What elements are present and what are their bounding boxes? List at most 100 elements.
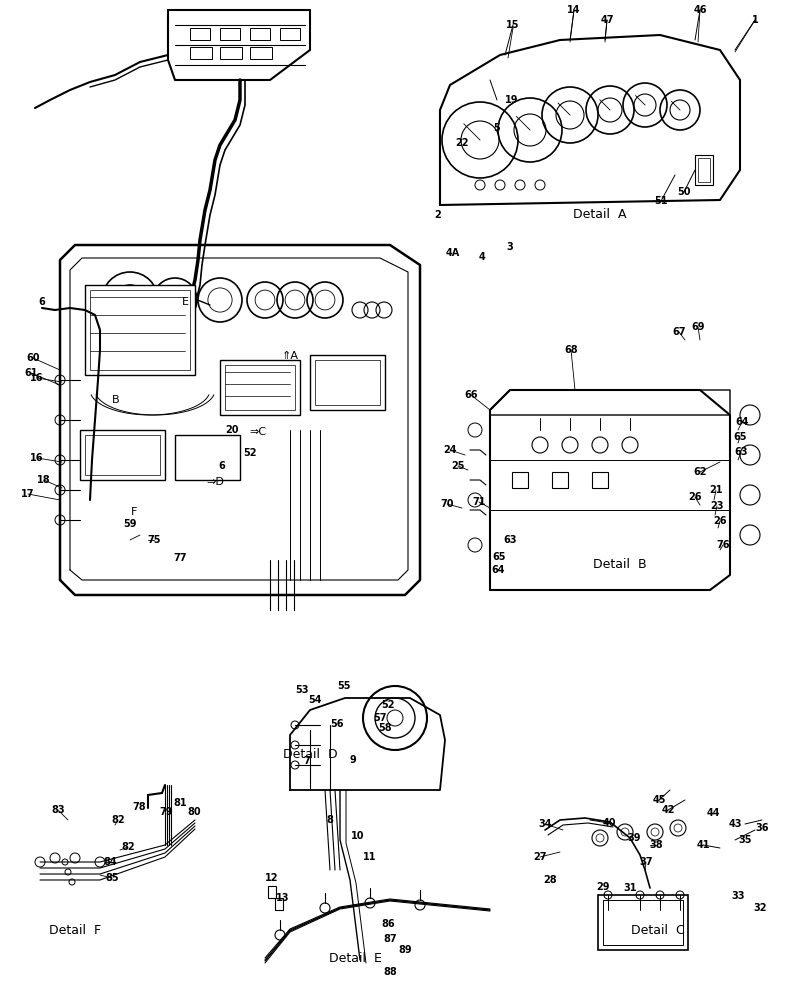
Bar (190, 47, 212, 59)
Text: 39: 39 (627, 833, 641, 843)
Bar (90, 290, 190, 370)
Text: Detail  F: Detail F (49, 924, 101, 936)
Text: 34: 34 (538, 819, 552, 829)
Text: 5: 5 (494, 123, 501, 133)
Text: 71: 71 (472, 497, 486, 507)
Text: 56: 56 (330, 719, 343, 729)
Text: 69: 69 (691, 322, 705, 332)
Text: 27: 27 (533, 852, 547, 862)
Bar (280, 28, 300, 40)
Text: 22: 22 (455, 138, 468, 148)
Bar (175, 435, 240, 480)
Bar (85, 435, 160, 475)
Text: 65: 65 (492, 552, 505, 562)
Text: 33: 33 (731, 891, 745, 901)
Bar (592, 472, 608, 488)
Text: 63: 63 (503, 535, 516, 545)
Text: 55: 55 (337, 681, 351, 691)
Text: Detail  B: Detail B (593, 558, 647, 571)
Text: 19: 19 (505, 95, 519, 105)
Text: 63: 63 (734, 447, 747, 457)
Text: 53: 53 (296, 685, 309, 695)
Text: 52: 52 (381, 700, 395, 710)
Text: Detail  D: Detail D (283, 749, 337, 762)
Text: 26: 26 (689, 492, 702, 502)
Text: 61: 61 (24, 368, 38, 378)
Text: 41: 41 (696, 840, 710, 850)
Text: 6: 6 (219, 461, 226, 471)
Text: F: F (130, 507, 138, 517)
Text: 26: 26 (713, 516, 727, 526)
Text: 24: 24 (443, 445, 457, 455)
Text: 28: 28 (543, 875, 556, 885)
Bar (603, 900, 683, 945)
Text: ⇑A: ⇑A (281, 351, 299, 361)
Bar (80, 430, 165, 480)
Text: 83: 83 (51, 805, 64, 815)
Text: 47: 47 (601, 15, 614, 25)
Text: 4: 4 (479, 252, 486, 262)
Text: E: E (182, 297, 189, 307)
Bar (310, 355, 385, 410)
Text: 29: 29 (597, 882, 610, 892)
Bar (695, 155, 713, 185)
Text: ⇒C: ⇒C (249, 427, 266, 437)
Text: 81: 81 (173, 798, 187, 808)
Text: 57: 57 (373, 713, 387, 723)
Text: 16: 16 (30, 453, 44, 463)
Text: 50: 50 (678, 187, 691, 197)
Text: 51: 51 (654, 196, 668, 206)
Text: 7: 7 (303, 756, 310, 766)
Text: 67: 67 (672, 327, 685, 337)
Text: Detail  E: Detail E (329, 951, 381, 964)
Text: 82: 82 (121, 842, 135, 852)
Text: 32: 32 (753, 903, 767, 913)
Text: 84: 84 (103, 857, 117, 867)
Text: B: B (112, 395, 119, 405)
Bar (225, 365, 295, 410)
Bar (552, 472, 568, 488)
Text: ⇒D: ⇒D (206, 477, 224, 487)
Bar (250, 47, 272, 59)
Text: 88: 88 (383, 967, 397, 977)
Text: 76: 76 (716, 540, 729, 550)
Text: 4A: 4A (446, 248, 460, 258)
Text: 14: 14 (567, 5, 581, 15)
Text: 15: 15 (506, 20, 520, 30)
Text: 13: 13 (276, 893, 290, 903)
Text: Detail  C: Detail C (631, 924, 685, 936)
Text: 79: 79 (160, 807, 173, 817)
Bar (598, 895, 688, 950)
Text: 6: 6 (39, 297, 46, 307)
Bar (250, 28, 270, 40)
Bar (220, 360, 300, 415)
Bar (190, 28, 210, 40)
Text: 70: 70 (440, 499, 454, 509)
Text: 36: 36 (755, 823, 769, 833)
Text: Detail  A: Detail A (573, 208, 626, 221)
Text: 40: 40 (602, 818, 615, 828)
Text: 77: 77 (173, 553, 187, 563)
Text: 18: 18 (37, 475, 51, 485)
Text: 25: 25 (451, 461, 465, 471)
Text: 65: 65 (733, 432, 747, 442)
Text: 60: 60 (26, 353, 40, 363)
Text: 68: 68 (564, 345, 578, 355)
Text: 31: 31 (623, 883, 637, 893)
Bar (698, 158, 710, 182)
Text: 64: 64 (491, 565, 505, 575)
Text: 80: 80 (187, 807, 200, 817)
Text: 38: 38 (649, 840, 663, 850)
Bar (268, 886, 276, 898)
Text: 23: 23 (711, 501, 724, 511)
Text: 17: 17 (21, 489, 35, 499)
Text: 42: 42 (661, 805, 674, 815)
Text: 43: 43 (729, 819, 742, 829)
Text: 82: 82 (111, 815, 125, 825)
Text: 75: 75 (147, 535, 161, 545)
Text: 11: 11 (363, 852, 376, 862)
Text: 45: 45 (652, 795, 666, 805)
Text: 52: 52 (243, 448, 257, 458)
Text: 16: 16 (30, 373, 44, 383)
Text: 10: 10 (351, 831, 365, 841)
